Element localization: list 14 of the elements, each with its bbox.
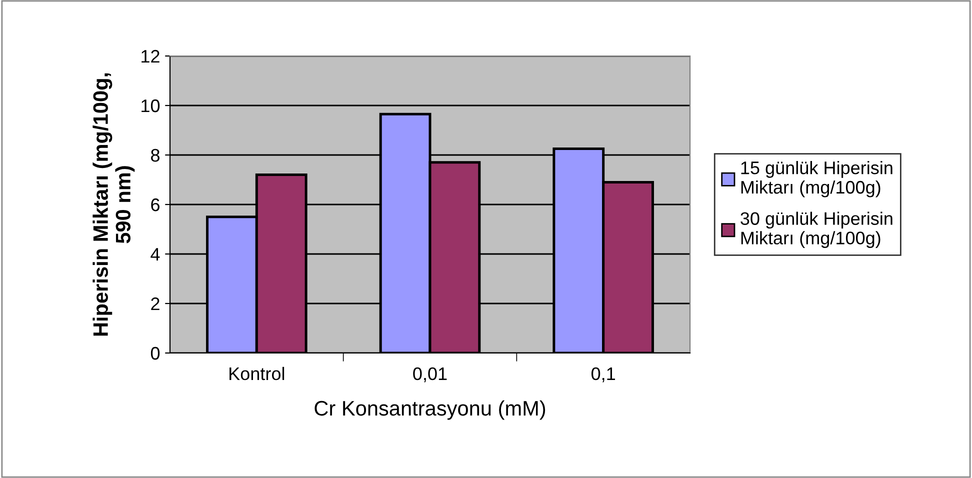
y-tick-label: 4 <box>150 248 160 261</box>
y-tick-label: 10 <box>142 99 160 112</box>
y-tick-label: 6 <box>151 198 160 212</box>
x-tick-label: 0,1 <box>591 367 616 382</box>
y-tick-label: 0 <box>150 346 160 360</box>
legend-label: 30 günlük Hiperisin Miktarı (mg/100g) <box>740 212 892 248</box>
x-tick-label: 0,01 <box>413 367 447 382</box>
y-tick-label: 2 <box>151 297 160 310</box>
y-tick-label: 12 <box>142 50 160 63</box>
x-tick-label: Kontrol <box>230 366 284 380</box>
legend-label: 15 günlük Hiperisin Miktarı (mg/100g) <box>741 161 892 198</box>
y-tick-label: 8 <box>151 148 160 162</box>
x-axis-title: Cr Konsantrasyonu (mM) <box>314 400 546 420</box>
y-axis-title: Hiperisin Miktarı (mg/100g, 590 nm) <box>92 73 135 336</box>
